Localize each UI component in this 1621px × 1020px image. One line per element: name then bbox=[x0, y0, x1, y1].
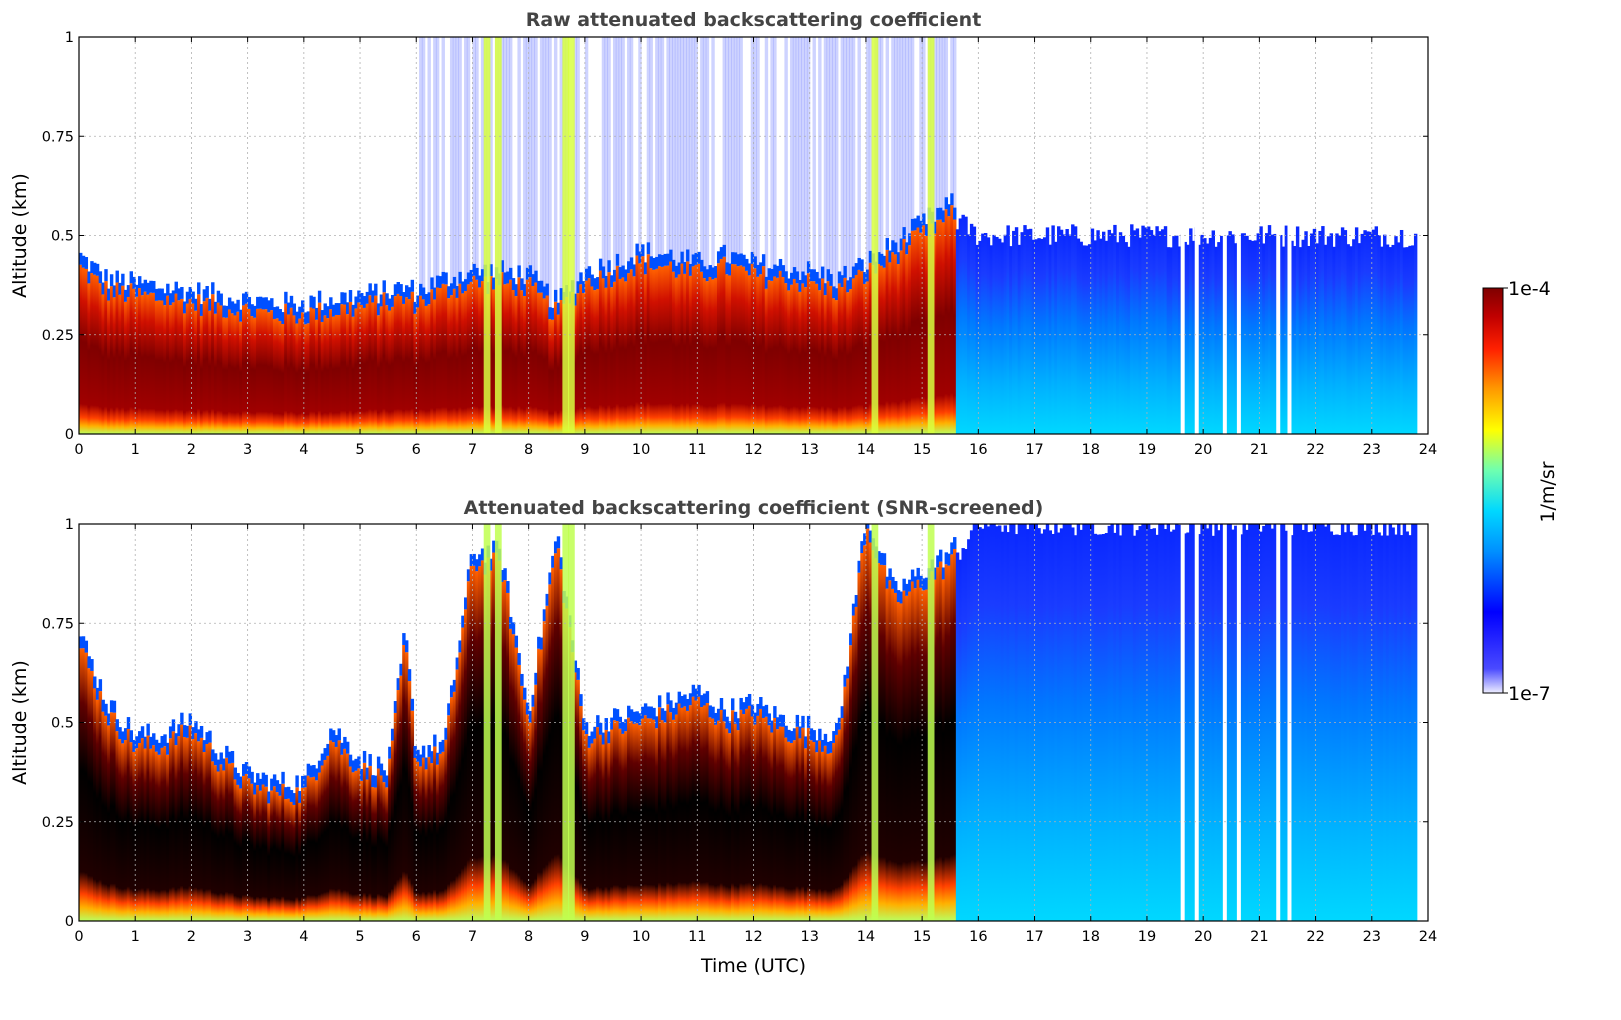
x-tick-label: 1 bbox=[131, 442, 140, 458]
x-tick-label: 19 bbox=[1138, 929, 1156, 945]
x-tick-label: 14 bbox=[857, 929, 875, 945]
x-tick-label: 18 bbox=[1082, 929, 1100, 945]
x-tick-label: 15 bbox=[913, 929, 931, 945]
x-tick-label: 4 bbox=[299, 929, 308, 945]
x-tick-label: 6 bbox=[412, 929, 421, 945]
x-tick-label: 16 bbox=[969, 442, 987, 458]
colorbar-unit-label: 1/m/sr bbox=[1537, 461, 1559, 522]
x-tick-label: 6 bbox=[412, 442, 421, 458]
x-tick-label: 7 bbox=[468, 929, 477, 945]
x-tick-label: 11 bbox=[688, 929, 706, 945]
x-tick-label: 13 bbox=[800, 442, 818, 458]
x-tick-label: 3 bbox=[243, 929, 252, 945]
y-tick-label: 0.25 bbox=[42, 815, 74, 831]
x-tick-label: 13 bbox=[800, 929, 818, 945]
x-tick-label: 10 bbox=[632, 442, 650, 458]
colorbar-max-label: 1e-4 bbox=[1508, 278, 1551, 300]
y-axis-label: Altitude (km) bbox=[9, 660, 31, 785]
raw-backscatter-panel: Raw attenuated backscattering coefficien… bbox=[9, 9, 1437, 458]
y-tick-label: 0.25 bbox=[42, 328, 74, 344]
x-tick-label: 12 bbox=[744, 442, 762, 458]
x-tick-label: 2 bbox=[187, 442, 196, 458]
y-tick-label: 0.75 bbox=[42, 616, 74, 632]
y-tick-label: 0.75 bbox=[42, 129, 74, 145]
x-tick-label: 14 bbox=[857, 442, 875, 458]
x-tick-label: 5 bbox=[355, 442, 364, 458]
colorbar-min-label: 1e-7 bbox=[1508, 683, 1551, 705]
y-axis-label: Altitude (km) bbox=[9, 173, 31, 298]
x-tick-label: 17 bbox=[1025, 442, 1043, 458]
y-tick-label: 1 bbox=[65, 30, 74, 46]
x-tick-label: 22 bbox=[1306, 442, 1324, 458]
snr-screened-backscatter-panel: Attenuated backscattering coefficient (S… bbox=[9, 497, 1437, 977]
x-tick-label: 23 bbox=[1363, 442, 1381, 458]
y-tick-label: 0.5 bbox=[51, 716, 74, 732]
x-tick-label: 7 bbox=[468, 442, 477, 458]
x-tick-label: 15 bbox=[913, 442, 931, 458]
x-tick-label: 0 bbox=[74, 929, 83, 945]
x-tick-label: 4 bbox=[299, 442, 308, 458]
x-tick-label: 10 bbox=[632, 929, 650, 945]
x-tick-label: 18 bbox=[1082, 442, 1100, 458]
x-tick-label: 2 bbox=[187, 929, 196, 945]
y-tick-label: 0 bbox=[65, 914, 74, 930]
x-tick-label: 8 bbox=[524, 929, 533, 945]
y-tick-label: 0.5 bbox=[51, 229, 74, 245]
x-tick-label: 11 bbox=[688, 442, 706, 458]
x-tick-label: 19 bbox=[1138, 442, 1156, 458]
panel-title: Raw attenuated backscattering coefficien… bbox=[526, 9, 982, 31]
x-tick-label: 24 bbox=[1419, 442, 1437, 458]
x-tick-label: 23 bbox=[1363, 929, 1381, 945]
x-tick-label: 3 bbox=[243, 442, 252, 458]
colorbar-scale bbox=[1482, 287, 1504, 694]
x-tick-label: 21 bbox=[1250, 442, 1268, 458]
y-tick-label: 0 bbox=[65, 427, 74, 443]
x-tick-label: 17 bbox=[1025, 929, 1043, 945]
panel-title: Attenuated backscattering coefficient (S… bbox=[464, 497, 1044, 519]
x-tick-label: 20 bbox=[1194, 929, 1212, 945]
x-tick-label: 24 bbox=[1419, 929, 1437, 945]
x-axis-label: Time (UTC) bbox=[700, 955, 806, 977]
x-tick-label: 8 bbox=[524, 442, 533, 458]
x-tick-label: 9 bbox=[580, 929, 589, 945]
x-tick-label: 9 bbox=[580, 442, 589, 458]
x-tick-label: 20 bbox=[1194, 442, 1212, 458]
x-tick-label: 12 bbox=[744, 929, 762, 945]
x-tick-label: 22 bbox=[1306, 929, 1324, 945]
x-tick-label: 21 bbox=[1250, 929, 1268, 945]
x-tick-label: 16 bbox=[969, 929, 987, 945]
x-tick-label: 0 bbox=[74, 442, 83, 458]
y-tick-label: 1 bbox=[65, 517, 74, 533]
x-tick-label: 1 bbox=[131, 929, 140, 945]
colorbar: 1e-4 1e-7 1/m/sr bbox=[1482, 278, 1559, 705]
x-tick-label: 5 bbox=[355, 929, 364, 945]
